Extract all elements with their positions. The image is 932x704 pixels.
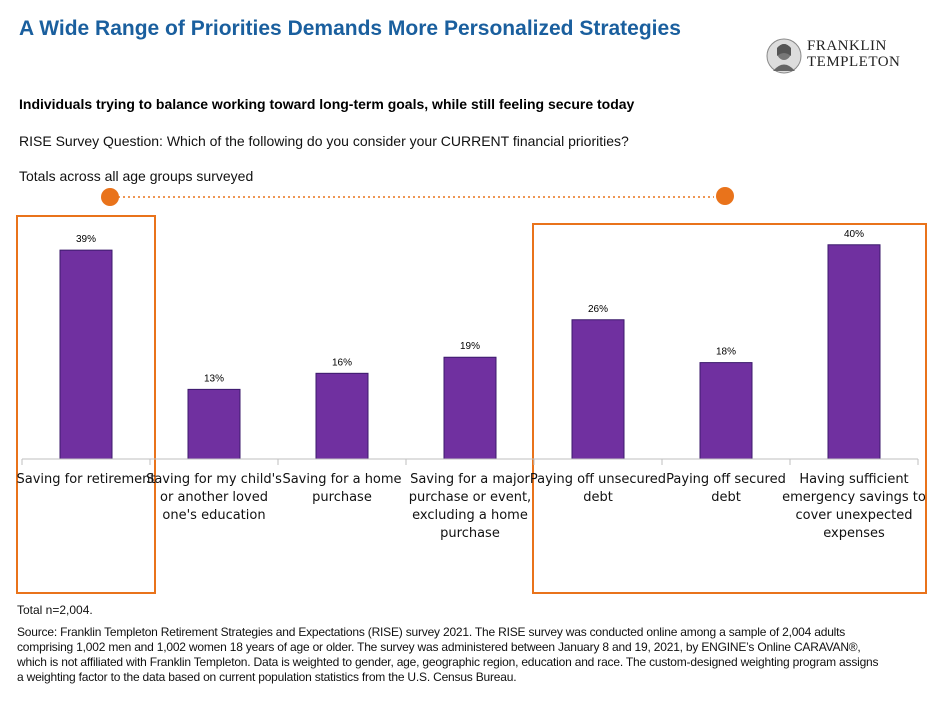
category-label: Paying off secured debt [666, 472, 786, 505]
category-label-line: purchase [440, 526, 500, 541]
category-label-line: debt [711, 490, 741, 505]
category-label: Saving for a major purchase or event, excl… [409, 472, 531, 541]
sample-size-footnote: Total n=2,004. [17, 603, 93, 617]
logo-line-2: TEMPLETON [807, 54, 901, 70]
survey-question: RISE Survey Question: Which of the follo… [19, 133, 629, 149]
category-label-line: purchase or event, [409, 490, 531, 505]
page-title: A Wide Range of Priorities Demands More … [19, 17, 681, 40]
category-label-line: expenses [823, 526, 885, 541]
bar [187, 388, 241, 460]
category-label-line: emergency savings to [782, 490, 926, 505]
category-label-line: one's education [162, 508, 265, 523]
data-label: 18% [716, 347, 736, 358]
category-label: Paying off unsecured debt [530, 472, 666, 505]
source-line: comprising 1,002 men and 1,002 women 18 … [17, 640, 861, 654]
connector-left-dot [101, 188, 119, 206]
category-label-line: Saving for a major [410, 472, 530, 487]
source-note: Source: Franklin Templeton Retirement St… [17, 625, 917, 685]
category-label-line: Saving for my child's [146, 472, 282, 487]
bar [315, 372, 369, 460]
source-line: a weighting factor to the data based on … [17, 670, 517, 684]
ben-franklin-portrait-icon [766, 38, 802, 74]
source-line: Source: Franklin Templeton Retirement St… [17, 625, 846, 639]
franklin-templeton-logo: FRANKLIN TEMPLETON [765, 38, 925, 74]
bar [59, 249, 113, 460]
category-label: Having sufficient emergency savings to cov… [782, 472, 926, 541]
bar [571, 319, 625, 460]
category-label-line: purchase [312, 490, 372, 505]
category-label-line: debt [583, 490, 613, 505]
category-label: Saving for retirement [17, 472, 156, 487]
source-line: which is not affiliated with Franklin Te… [17, 655, 879, 669]
data-label: 13% [204, 373, 224, 384]
data-label: 26% [588, 304, 608, 315]
category-label-line: Having sufficient [799, 472, 908, 487]
data-label: 16% [332, 357, 352, 368]
logo-line-1: FRANKLIN [807, 38, 887, 54]
category-label-line: or another loved [160, 490, 268, 505]
data-label: 40% [844, 229, 864, 240]
category-label-line: Paying off unsecured [530, 472, 666, 487]
chart-subtitle: Individuals trying to balance working to… [19, 96, 635, 112]
bar-chart: 39% 13% 16% 19% 26% 18% 40% Saving for retirem… [16, 187, 927, 594]
category-label-line: Paying off secured [666, 472, 786, 487]
category-label: Saving for my child's or another loved one… [146, 472, 282, 523]
data-label: 19% [460, 341, 480, 352]
totals-note: Totals across all age groups surveyed [19, 168, 254, 184]
highlight-box-retirement [16, 215, 156, 594]
bar [699, 362, 753, 460]
category-label-line: Saving for retirement [17, 472, 156, 487]
highlight-box-security [532, 223, 927, 594]
logo-wordmark: FRANKLIN TEMPLETON [807, 38, 900, 70]
category-label-line: cover unexpected [796, 508, 913, 523]
category-label-line: excluding a home [412, 508, 528, 523]
category-label: Saving for a home purchase [282, 472, 401, 505]
bar [443, 356, 497, 460]
bar [827, 244, 881, 460]
category-label-line: Saving for a home [282, 472, 401, 487]
connector-right-dot [716, 187, 734, 205]
data-label: 39% [76, 234, 96, 245]
